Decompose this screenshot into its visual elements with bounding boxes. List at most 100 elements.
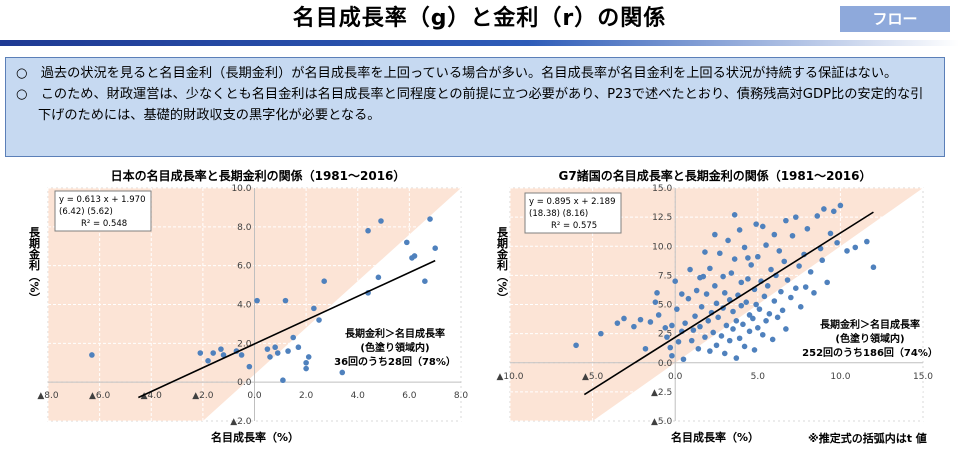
data-point: [728, 270, 735, 276]
y-tick-label: 7.5: [658, 271, 672, 281]
annotation-line: 36回のうち28回（78%）: [334, 355, 456, 368]
data-point: [746, 312, 753, 318]
data-point: [759, 223, 766, 230]
data-point: [220, 352, 227, 358]
y-tick-label: 15.0: [652, 184, 672, 194]
y-tick-label: 10.0: [231, 184, 251, 194]
x-tick-label: 6.0: [402, 391, 417, 401]
data-point: [197, 350, 204, 356]
y-tick-label: 0.0: [658, 359, 673, 369]
data-point: [804, 225, 811, 232]
data-point: [814, 213, 821, 219]
data-point: [654, 290, 660, 296]
data-point: [783, 217, 789, 224]
data-point: [789, 232, 796, 239]
x-tick-label: ▲4.0: [141, 391, 163, 401]
data-point: [598, 330, 604, 337]
equation-box: [524, 192, 622, 234]
data-point: [776, 248, 783, 254]
x-tick-label: 4.0: [351, 391, 366, 401]
y-tick-label: ▲2.0: [230, 417, 252, 427]
data-point: [427, 216, 433, 222]
y-tick-label: 2.5: [658, 330, 672, 340]
data-point: [741, 244, 748, 251]
data-point: [712, 231, 718, 238]
data-point: [748, 262, 754, 268]
data-point: [766, 311, 773, 317]
data-point: [679, 291, 685, 297]
flow-tag: フロー: [840, 6, 950, 32]
data-point: [614, 320, 621, 326]
data-point: [303, 359, 309, 366]
data-point: [783, 326, 789, 332]
data-point: [807, 269, 814, 275]
equation-box: [54, 190, 152, 232]
x-tick-label: 0.0: [247, 391, 262, 401]
data-point: [811, 290, 817, 296]
data-point: [870, 264, 877, 271]
data-point: [751, 347, 758, 353]
x-tick-label: ▲10.0: [497, 372, 524, 382]
annotation-line: 252回のうち186回（74%）: [802, 346, 938, 359]
data-point: [637, 316, 644, 323]
data-point: [761, 293, 768, 300]
data-point: [830, 208, 837, 215]
data-point: [89, 352, 95, 358]
data-point: [705, 318, 712, 324]
x-tick-label: 0.0: [668, 372, 683, 382]
data-point: [741, 343, 748, 350]
annotation-line: (色塗り領域内): [360, 341, 429, 354]
data-point: [674, 306, 680, 312]
data-point: [821, 206, 827, 212]
data-point: [712, 283, 718, 289]
data-point: [631, 323, 637, 330]
data-point: [713, 342, 720, 349]
y-axis-label: 長期金利（%）: [496, 226, 510, 303]
data-point: [802, 284, 809, 290]
data-point: [771, 231, 778, 238]
data-point: [746, 328, 753, 335]
data-point: [778, 288, 784, 295]
data-point: [864, 238, 870, 245]
data-point: [824, 279, 830, 286]
data-point: [753, 221, 759, 227]
annotation-line: (色塗り領域内): [835, 332, 904, 345]
data-point: [621, 315, 627, 322]
data-point: [703, 291, 710, 297]
data-point: [274, 350, 281, 356]
annotation-line: 長期金利＞名目成長率: [345, 327, 445, 340]
data-point: [774, 314, 781, 321]
data-point: [736, 335, 743, 342]
data-point: [272, 344, 278, 351]
data-point: [264, 346, 271, 352]
data-point: [779, 307, 786, 314]
data-point: [693, 287, 700, 294]
data-point: [311, 305, 317, 312]
data-point: [685, 295, 692, 302]
data-point: [745, 276, 751, 282]
chart-title: 日本の名目成長率と長期金利の関係（1981～2016）: [111, 168, 406, 183]
x-axis-label: 名目成長率（%）: [211, 430, 299, 444]
x-tick-label: ▲8.0: [37, 391, 59, 401]
x-tick-label: 5.0: [751, 372, 766, 382]
data-point: [740, 321, 746, 328]
x-axis-label: 名目成長率（%）: [671, 430, 759, 444]
y-tick-label: 8.0: [237, 223, 252, 233]
data-point: [707, 265, 713, 272]
data-point: [702, 334, 708, 340]
equation-line: y = 0.895 x + 2.189: [529, 197, 615, 207]
data-point: [675, 338, 682, 345]
data-point: [731, 211, 738, 218]
data-point: [764, 283, 771, 289]
x-tick-label: 10.0: [830, 372, 850, 382]
summary-box: ○ 過去の状況を見ると名目金利（長期金利）が名目成長率を上回っている場合が多い。…: [5, 57, 945, 157]
data-point: [692, 313, 698, 319]
data-point: [664, 334, 670, 340]
footnote: ※推定式の括弧内はt 値: [808, 432, 927, 445]
data-point: [688, 337, 695, 344]
y-tick-label: ▲2.5: [651, 388, 672, 398]
data-point: [687, 266, 693, 273]
summary-point-2: ○ このため、財政運営は、少なくとも名目金利は名目成長率と同程度との前提に立つ必…: [16, 87, 924, 123]
y-axis-label: 長期金利（%）: [28, 226, 42, 303]
y-tick-label: ▲5.0: [651, 417, 673, 427]
